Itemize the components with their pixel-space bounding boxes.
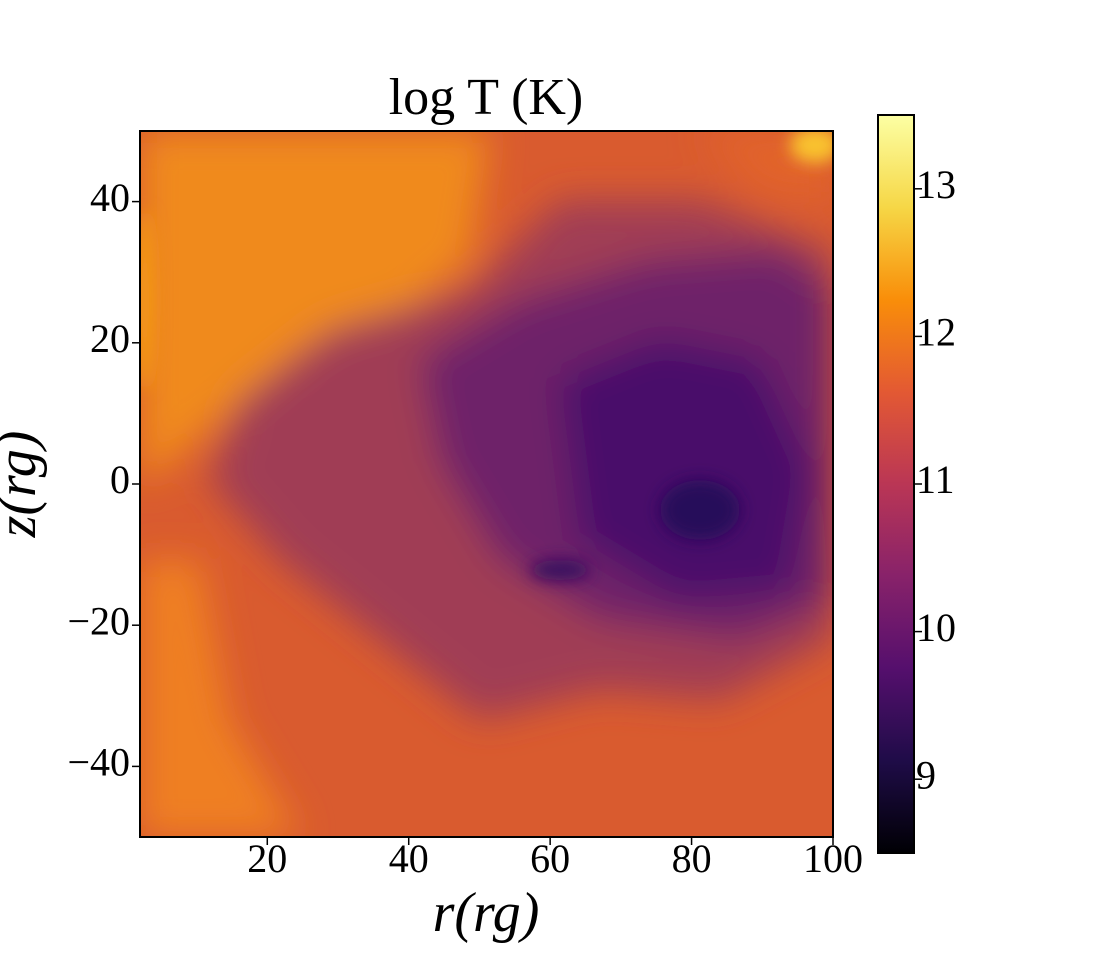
y-tick-label: 0 <box>110 457 130 502</box>
y-axis-label: z(rg) <box>0 431 48 539</box>
x-axis-label: r(rg) <box>433 882 540 944</box>
x-tick-label: 100 <box>803 836 863 881</box>
heatmap-field <box>140 131 833 837</box>
y-tick-label: 20 <box>90 316 130 361</box>
colorbar-tick-label: 13 <box>916 162 956 207</box>
colorbar-tick-label: 9 <box>916 752 936 797</box>
y-tick-label: −20 <box>67 598 130 643</box>
y-tick-label: 40 <box>90 175 130 220</box>
x-tick-label: 60 <box>530 836 570 881</box>
colorbar <box>877 114 915 854</box>
y-tick-label: −40 <box>67 740 130 785</box>
chart-title: log T (K) <box>389 69 584 126</box>
x-tick-label: 80 <box>672 836 712 881</box>
x-tick-label: 20 <box>247 836 287 881</box>
x-tick-label: 40 <box>389 836 429 881</box>
colorbar-tick-label: 12 <box>916 310 956 355</box>
colorbar-tick-label: 11 <box>916 457 955 502</box>
colorbar-tick-label: 10 <box>916 605 956 650</box>
